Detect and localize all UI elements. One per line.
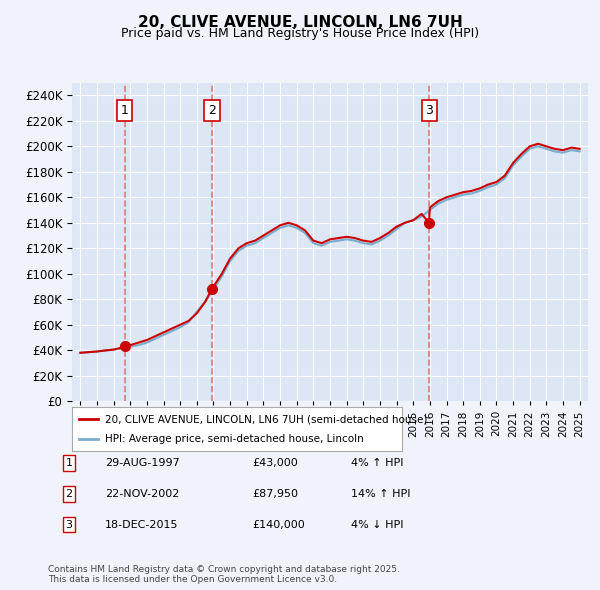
Text: 3: 3 [65,520,73,529]
Text: HPI: Average price, semi-detached house, Lincoln: HPI: Average price, semi-detached house,… [105,434,364,444]
Text: 18-DEC-2015: 18-DEC-2015 [105,520,179,529]
Text: 1: 1 [121,104,129,117]
Text: 22-NOV-2002: 22-NOV-2002 [105,489,179,499]
Text: Contains HM Land Registry data © Crown copyright and database right 2025.
This d: Contains HM Land Registry data © Crown c… [48,565,400,584]
Text: 2: 2 [208,104,216,117]
Text: 2: 2 [65,489,73,499]
Text: 14% ↑ HPI: 14% ↑ HPI [351,489,410,499]
Text: £140,000: £140,000 [252,520,305,529]
Text: 29-AUG-1997: 29-AUG-1997 [105,458,180,468]
Text: 1: 1 [65,458,73,468]
Text: £87,950: £87,950 [252,489,298,499]
Text: 4% ↓ HPI: 4% ↓ HPI [351,520,404,529]
Text: Price paid vs. HM Land Registry's House Price Index (HPI): Price paid vs. HM Land Registry's House … [121,27,479,40]
Text: £43,000: £43,000 [252,458,298,468]
Text: 20, CLIVE AVENUE, LINCOLN, LN6 7UH: 20, CLIVE AVENUE, LINCOLN, LN6 7UH [137,15,463,30]
Text: 20, CLIVE AVENUE, LINCOLN, LN6 7UH (semi-detached house): 20, CLIVE AVENUE, LINCOLN, LN6 7UH (semi… [105,415,427,424]
Text: 3: 3 [425,104,433,117]
Text: 4% ↑ HPI: 4% ↑ HPI [351,458,404,468]
